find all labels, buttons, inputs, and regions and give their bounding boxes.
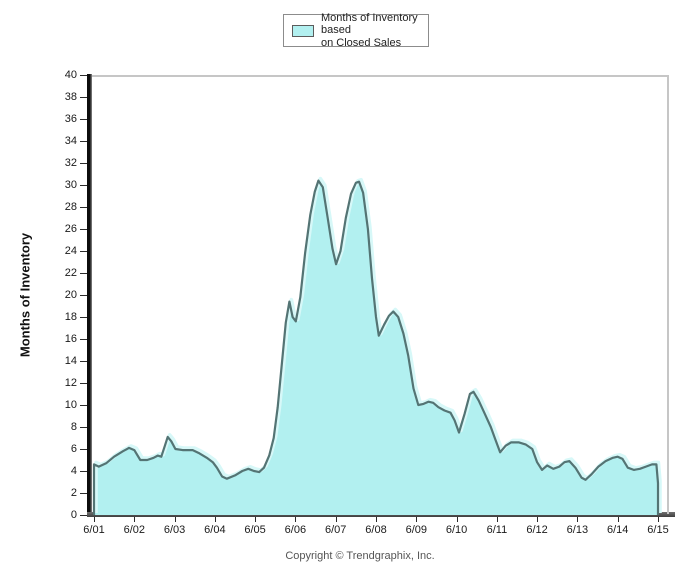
series-outline bbox=[92, 179, 660, 515]
y-tick-label: 6 bbox=[70, 443, 77, 455]
x-tick-label: 6/05 bbox=[244, 524, 266, 536]
x-tick-label: 6/03 bbox=[163, 524, 186, 536]
y-tick-label: 32 bbox=[64, 157, 77, 169]
x-tick-mark bbox=[456, 517, 458, 522]
x-tick-label: 6/02 bbox=[123, 524, 145, 536]
y-tick-mark bbox=[80, 515, 87, 516]
x-tick-label: 6/13 bbox=[566, 524, 589, 536]
y-tick-label: 30 bbox=[64, 179, 77, 191]
y-tick-mark bbox=[80, 471, 87, 472]
x-tick-mark bbox=[335, 517, 337, 522]
x-tick-mark bbox=[174, 517, 176, 522]
x-tick-mark bbox=[496, 517, 498, 522]
y-tick-label: 22 bbox=[64, 267, 77, 279]
legend-label-line1: Months of Inventory based bbox=[321, 11, 418, 37]
legend: Months of Inventory based on Closed Sale… bbox=[283, 12, 429, 50]
x-tick-label: 6/15 bbox=[647, 524, 669, 536]
x-tick-label: 6/12 bbox=[526, 524, 548, 536]
copyright-text: Copyright © Trendgraphix, Inc. bbox=[285, 550, 435, 562]
x-tick-mark bbox=[577, 517, 579, 522]
y-tick-mark bbox=[80, 75, 87, 76]
legend-swatch bbox=[292, 24, 314, 37]
y-tick-mark bbox=[80, 97, 87, 98]
y-tick-label: 28 bbox=[64, 201, 77, 213]
legend-label-line2: on Closed Sales bbox=[321, 36, 402, 49]
y-tick-mark bbox=[80, 383, 87, 384]
y-tick-mark bbox=[80, 405, 87, 406]
x-tick-mark bbox=[214, 517, 216, 522]
y-tick-mark bbox=[80, 295, 87, 296]
x-tick-mark bbox=[134, 517, 136, 522]
x-tick-label: 6/10 bbox=[445, 524, 468, 536]
y-tick-label: 34 bbox=[64, 135, 77, 147]
y-tick-mark bbox=[80, 229, 87, 230]
plot-border-right bbox=[667, 75, 669, 514]
y-tick-label: 26 bbox=[64, 223, 77, 235]
y-tick-label: 36 bbox=[64, 113, 77, 125]
y-tick-mark bbox=[80, 273, 87, 274]
x-tick-mark bbox=[537, 517, 539, 522]
x-tick-mark bbox=[94, 517, 95, 522]
y-tick-label: 0 bbox=[70, 509, 77, 521]
x-tick-label: 6/14 bbox=[606, 524, 629, 536]
y-tick-mark bbox=[80, 207, 87, 208]
y-tick-mark bbox=[80, 449, 87, 450]
x-tick-mark bbox=[255, 517, 257, 522]
x-tick-mark bbox=[617, 517, 619, 522]
y-tick-label: 16 bbox=[64, 333, 77, 345]
y-tick-label: 14 bbox=[64, 355, 77, 367]
x-tick-label: 6/09 bbox=[405, 524, 427, 536]
y-tick-mark bbox=[80, 361, 87, 362]
y-tick-label: 12 bbox=[64, 377, 77, 389]
y-tick-mark bbox=[80, 317, 87, 318]
y-tick-label: 40 bbox=[64, 69, 77, 81]
y-tick-mark bbox=[80, 163, 87, 164]
legend-label: Months of Inventory based on Closed Sale… bbox=[321, 12, 428, 50]
y-tick-label: 8 bbox=[70, 421, 77, 433]
y-tick-mark bbox=[80, 427, 87, 428]
series-area-fill bbox=[94, 180, 658, 515]
x-tick-label: 6/11 bbox=[486, 524, 508, 536]
y-tick-mark bbox=[80, 185, 87, 186]
x-tick-mark bbox=[295, 517, 297, 522]
x-tick-label: 6/08 bbox=[365, 524, 387, 536]
y-tick-label: 20 bbox=[64, 289, 77, 301]
y-axis-title: Months of Inventory bbox=[17, 232, 33, 358]
y-tick-mark bbox=[80, 141, 87, 142]
y-tick-label: 18 bbox=[64, 311, 77, 323]
x-tick-label: 6/01 bbox=[83, 524, 105, 536]
y-tick-mark bbox=[80, 251, 87, 252]
x-tick-label: 6/06 bbox=[284, 524, 307, 536]
x-tick-label: 6/07 bbox=[324, 524, 347, 536]
y-tick-mark bbox=[80, 339, 87, 340]
y-tick-label: 10 bbox=[64, 399, 77, 411]
x-tick-mark bbox=[376, 517, 377, 522]
x-tick-mark bbox=[416, 517, 418, 522]
y-tick-mark bbox=[80, 119, 87, 120]
x-tick-label: 6/04 bbox=[204, 524, 226, 536]
y-tick-mark bbox=[80, 493, 87, 494]
x-tick-mark bbox=[658, 517, 659, 522]
y-tick-label: 2 bbox=[70, 487, 77, 499]
y-tick-label: 38 bbox=[64, 91, 77, 103]
inventory-area-chart bbox=[92, 176, 662, 515]
y-axis-line bbox=[87, 74, 92, 516]
plot-border-top bbox=[92, 75, 669, 77]
y-tick-label: 4 bbox=[70, 465, 77, 477]
y-tick-label: 24 bbox=[64, 245, 77, 257]
